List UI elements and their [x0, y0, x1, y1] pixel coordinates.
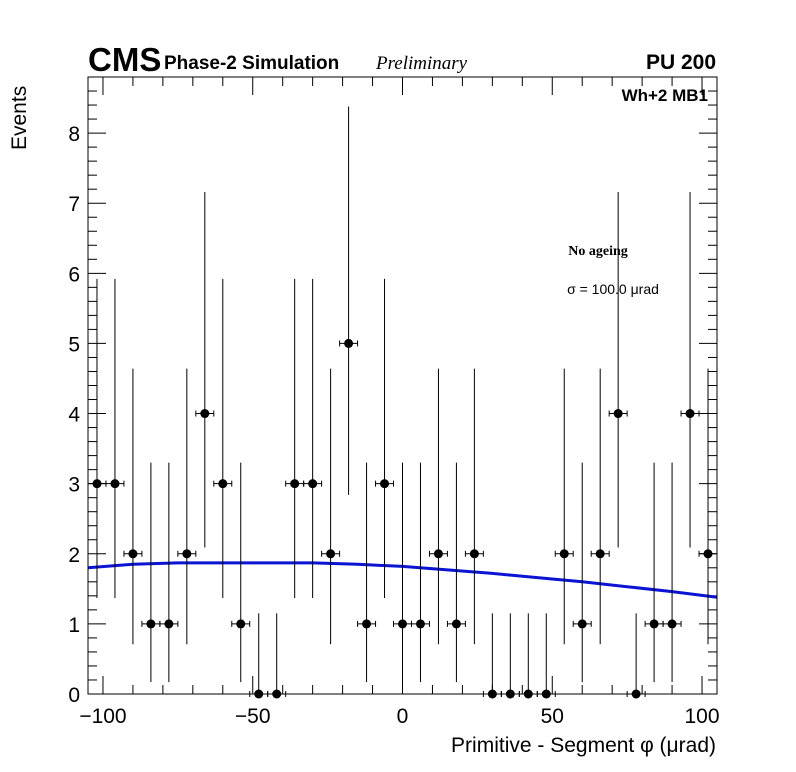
- y-tick-label: 2: [68, 544, 80, 567]
- data-point: [608, 191, 628, 548]
- condition-label: No ageing: [568, 244, 628, 259]
- data-point: [141, 462, 161, 683]
- data-point: [410, 462, 430, 683]
- data-point: [321, 368, 341, 645]
- preliminary-label: Preliminary: [375, 53, 468, 74]
- y-tick-label: 4: [68, 404, 80, 427]
- data-point: [393, 462, 412, 683]
- data-point: [482, 613, 502, 699]
- data-marker: [92, 479, 102, 489]
- data-point: [590, 368, 610, 645]
- x-tick-label: 0: [397, 705, 409, 728]
- data-marker: [703, 549, 713, 559]
- data-point: [500, 613, 520, 699]
- y-tick-label: 8: [68, 123, 80, 146]
- data-point: [464, 368, 484, 645]
- data-marker: [667, 619, 677, 629]
- data-point: [339, 106, 359, 495]
- data-marker: [182, 549, 192, 559]
- plot-frame: [87, 76, 718, 695]
- data-marker: [308, 479, 318, 489]
- data-point: [357, 462, 377, 683]
- y-tick-label: 1: [68, 614, 80, 637]
- y-tick-label: 7: [68, 193, 80, 216]
- data-marker: [164, 619, 174, 629]
- y-axis-title: Events: [8, 86, 31, 150]
- data-marker: [326, 549, 336, 559]
- data-point: [428, 368, 448, 645]
- data-point: [375, 278, 395, 598]
- data-marker: [451, 619, 461, 629]
- data-point: [213, 278, 233, 598]
- data-point: [446, 462, 466, 683]
- x-tick-label: −50: [235, 705, 271, 728]
- data-marker: [613, 409, 623, 419]
- data-marker: [110, 479, 120, 489]
- data-layer: [87, 106, 718, 699]
- data-marker: [577, 619, 587, 629]
- data-point: [123, 368, 143, 645]
- pileup-label: PU 200: [646, 51, 716, 74]
- data-marker: [685, 409, 695, 419]
- y-tick-label: 6: [68, 263, 80, 286]
- data-point: [231, 462, 251, 683]
- x-tick-label: 100: [685, 705, 720, 728]
- data-point: [87, 278, 107, 598]
- data-point: [662, 462, 682, 683]
- data-marker: [236, 619, 246, 629]
- y-tick-label: 0: [68, 684, 80, 707]
- data-marker: [200, 409, 210, 419]
- simulation-label: Phase-2 Simulation: [164, 53, 339, 74]
- data-marker: [380, 479, 390, 489]
- station-label: Wh+2 MB1: [622, 86, 708, 105]
- data-marker: [362, 619, 372, 629]
- y-tick-label: 3: [68, 474, 80, 497]
- data-marker: [218, 479, 228, 489]
- data-marker: [146, 619, 156, 629]
- data-point: [105, 278, 125, 598]
- y-tick-label: 5: [68, 333, 80, 356]
- data-point: [698, 368, 718, 645]
- cms-label: CMS: [88, 41, 161, 78]
- data-point: [195, 191, 215, 548]
- data-marker: [649, 619, 659, 629]
- data-point: [680, 191, 700, 548]
- sigma-label: σ = 100.0 μrad: [567, 281, 659, 297]
- x-tick-label: −100: [79, 705, 126, 728]
- data-point: [303, 278, 323, 598]
- data-point: [572, 462, 592, 683]
- data-marker: [415, 619, 425, 629]
- data-marker: [290, 479, 300, 489]
- data-marker: [595, 549, 605, 559]
- x-axis-title: Primitive - Segment φ (μrad): [451, 734, 716, 757]
- x-tick-label: 50: [541, 705, 564, 728]
- data-point: [554, 368, 574, 645]
- data-marker: [559, 549, 569, 559]
- data-marker: [344, 338, 354, 348]
- data-marker: [398, 619, 407, 629]
- data-marker: [433, 549, 443, 559]
- data-marker: [128, 549, 138, 559]
- data-point: [644, 462, 664, 683]
- data-point: [159, 462, 179, 683]
- data-point: [285, 278, 305, 598]
- data-marker: [469, 549, 479, 559]
- data-point: [177, 368, 197, 645]
- axes: −100 −50 0 50 100 0 1 2 3 4 5 6 7 8: [68, 77, 720, 728]
